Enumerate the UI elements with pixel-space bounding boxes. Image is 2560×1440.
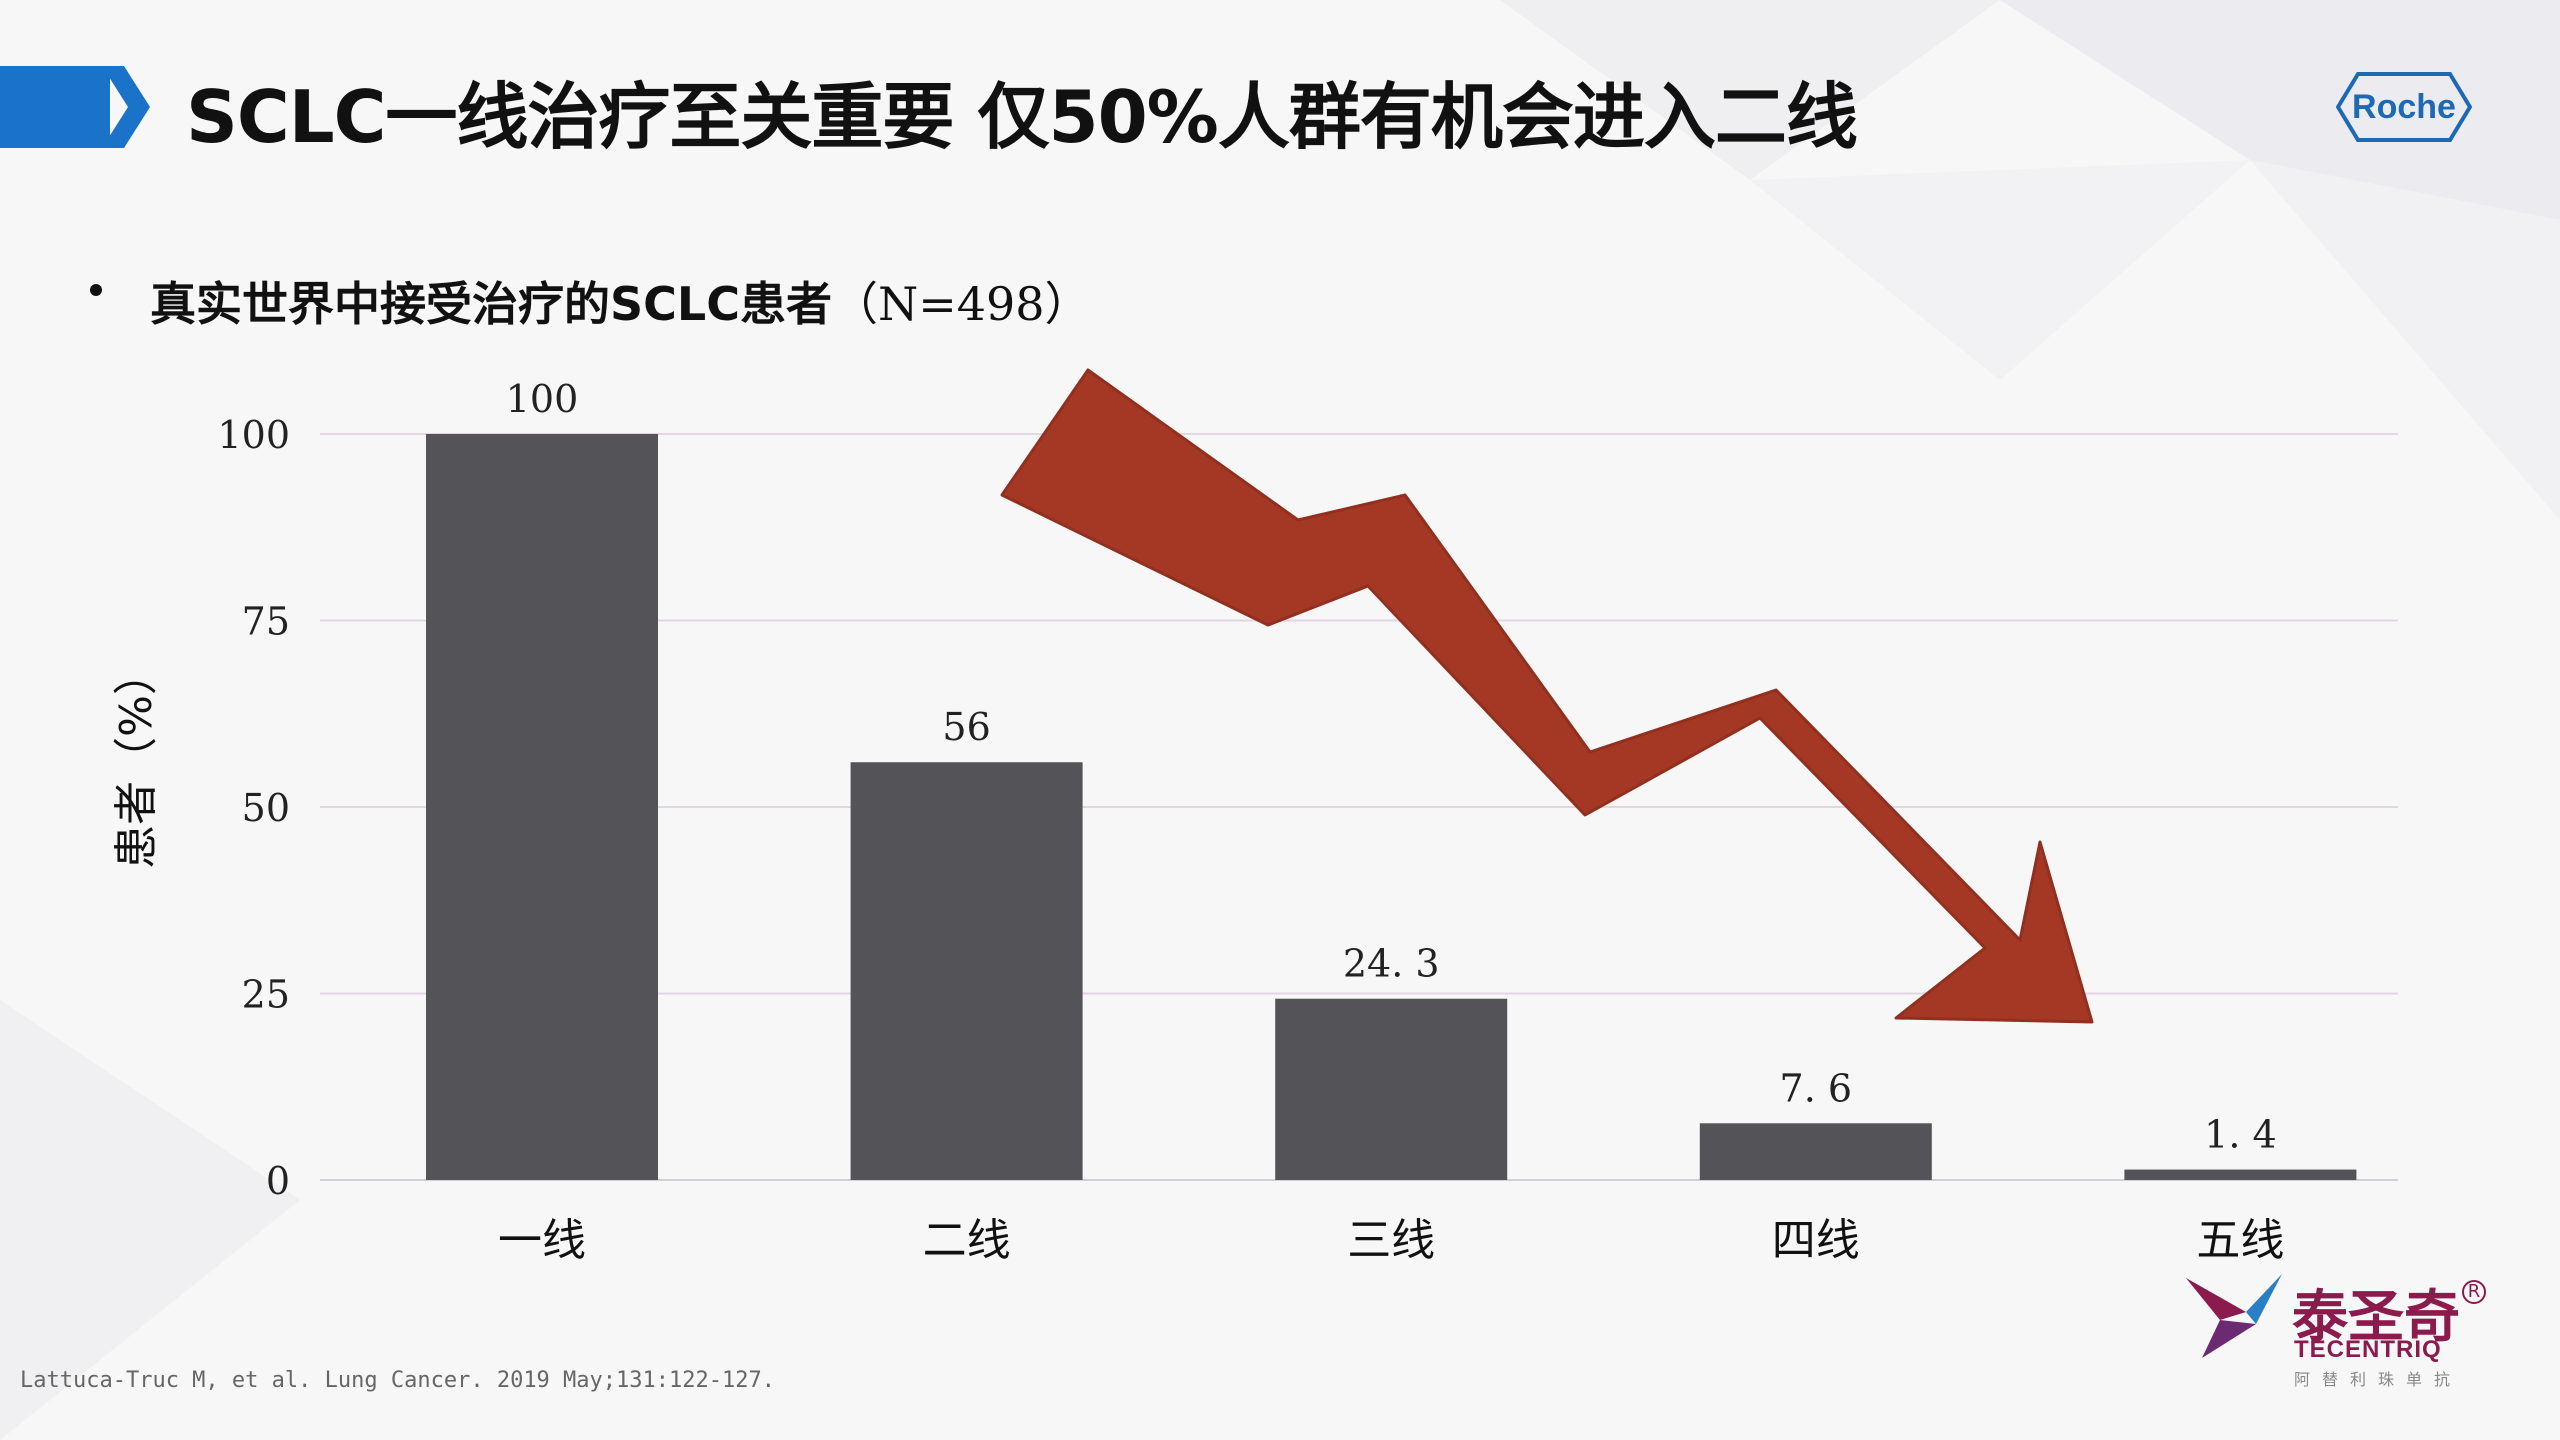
roche-logo-icon (2336, 72, 2472, 142)
data-label: 56 (942, 705, 990, 749)
data-label: 1. 4 (2204, 1113, 2277, 1157)
data-label: 7. 6 (1780, 1066, 1853, 1110)
y-tick-label: 25 (242, 973, 290, 1017)
roche-logo-text: Roche (2352, 88, 2456, 126)
data-label: 24. 3 (1343, 942, 1440, 986)
brand-name-cn: 泰圣奇 (2292, 1285, 2460, 1350)
bar (426, 434, 658, 1180)
x-tick-label: 五线 (2196, 1215, 2284, 1266)
x-tick-label: 二线 (923, 1215, 1011, 1266)
trend-arrow-icon (1000, 368, 2094, 1024)
bullet-icon (90, 284, 102, 296)
y-tick-label: 50 (242, 786, 290, 830)
bar (2124, 1169, 2357, 1180)
registered-mark: R (2462, 1280, 2486, 1304)
slide-title: SCLC一线治疗至关重要 仅50%人群有机会进入二线 (186, 75, 1858, 159)
subtitle-n: （N=498） (831, 277, 1091, 331)
brand-generic-name: 阿替利珠单抗 (2294, 1370, 2463, 1389)
y-tick-label: 75 (242, 600, 290, 644)
tecentriq-logo-icon (2186, 1274, 2282, 1358)
header-accent-bar (0, 66, 110, 148)
bar (1275, 998, 1508, 1180)
citation: Lattuca-Truc M, et al. Lung Cancer. 2019… (20, 1368, 775, 1393)
bar (1699, 1123, 1932, 1180)
data-label: 100 (506, 377, 579, 421)
x-tick-label: 四线 (1772, 1215, 1860, 1266)
x-tick-label: 三线 (1347, 1215, 1435, 1266)
subtitle-bold: 真实世界中接受治疗的SCLC患者 (150, 277, 832, 331)
y-tick-label: 100 (217, 413, 290, 457)
chart-subtitle: 真实世界中接受治疗的SCLC患者（N=498） (150, 268, 1091, 334)
y-axis-label: 患者（%） (111, 651, 162, 869)
header-chevron-icon (102, 66, 150, 148)
brand-name-en: TECENTRIQ (2294, 1336, 2442, 1363)
y-tick-label: 0 (266, 1159, 290, 1203)
x-tick-label: 一线 (498, 1215, 586, 1266)
bar (850, 762, 1083, 1180)
